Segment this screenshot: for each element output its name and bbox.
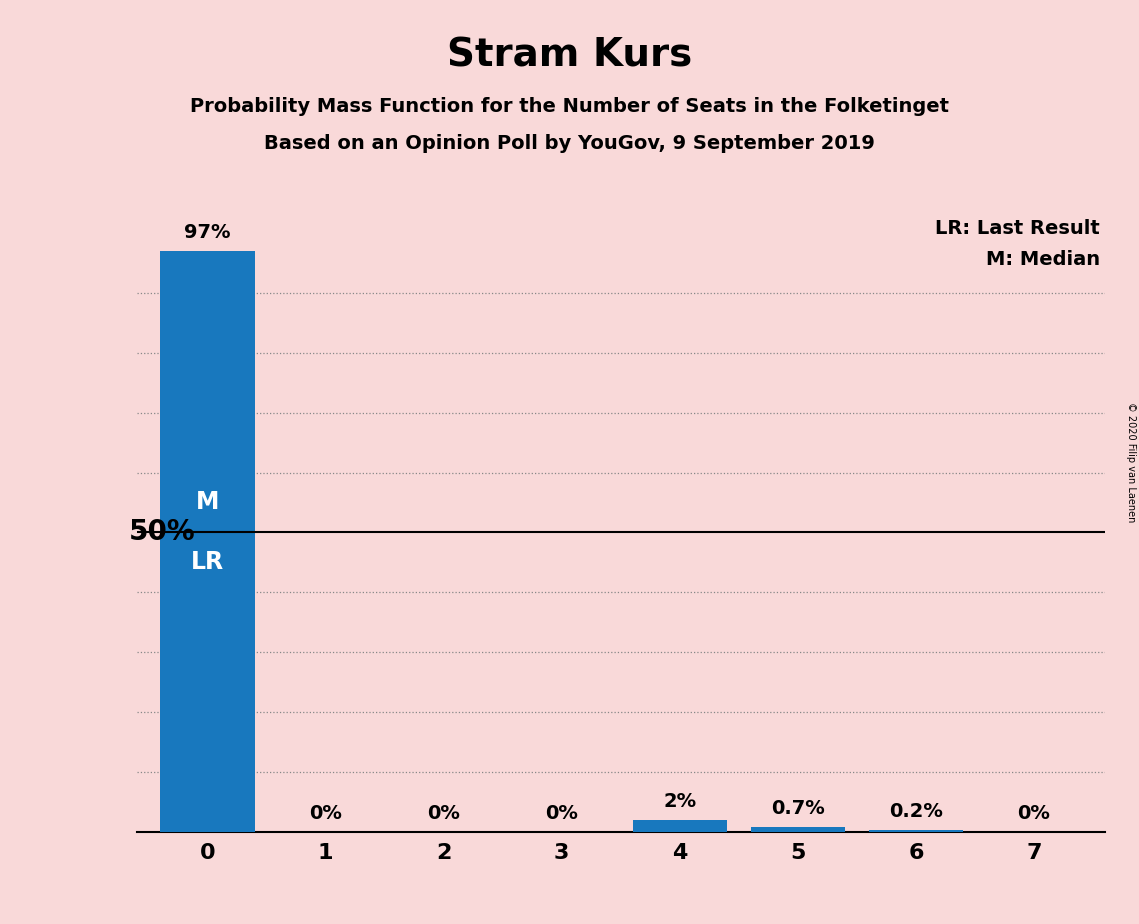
Bar xyxy=(161,251,255,832)
Text: 2%: 2% xyxy=(663,792,696,810)
Text: LR: LR xyxy=(191,551,224,575)
Text: LR: Last Result: LR: Last Result xyxy=(935,219,1100,238)
Text: Based on an Opinion Poll by YouGov, 9 September 2019: Based on an Opinion Poll by YouGov, 9 Se… xyxy=(264,134,875,153)
Bar xyxy=(632,820,727,832)
Text: © 2020 Filip van Laenen: © 2020 Filip van Laenen xyxy=(1126,402,1136,522)
Text: Probability Mass Function for the Number of Seats in the Folketinget: Probability Mass Function for the Number… xyxy=(190,97,949,116)
Text: 97%: 97% xyxy=(185,224,231,242)
Text: 0%: 0% xyxy=(309,804,342,822)
Text: 0%: 0% xyxy=(1017,804,1050,822)
Text: Stram Kurs: Stram Kurs xyxy=(446,37,693,75)
Text: M: Median: M: Median xyxy=(986,250,1100,270)
Text: M: M xyxy=(196,491,219,515)
Text: 0.7%: 0.7% xyxy=(771,799,825,819)
Text: 0%: 0% xyxy=(546,804,579,822)
Bar xyxy=(869,831,964,832)
Text: 0%: 0% xyxy=(427,804,460,822)
Text: 0.2%: 0.2% xyxy=(888,802,943,821)
Bar xyxy=(751,827,845,832)
Text: 50%: 50% xyxy=(129,518,196,546)
